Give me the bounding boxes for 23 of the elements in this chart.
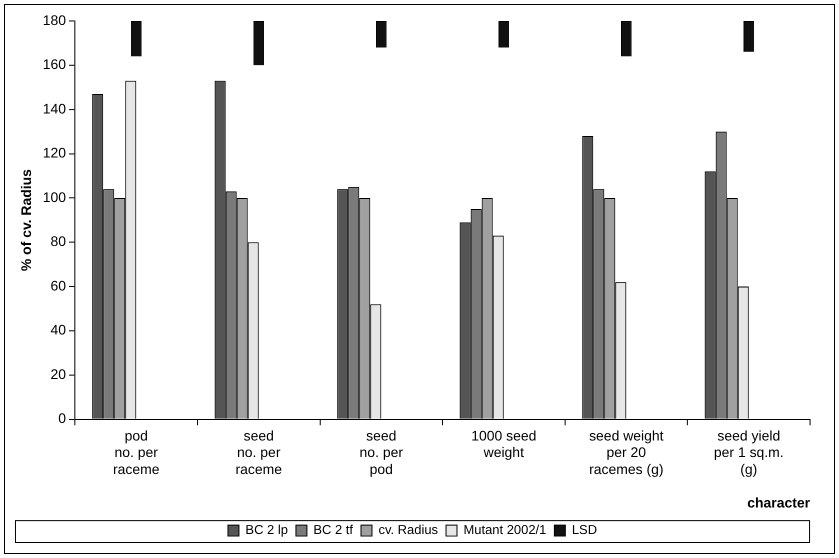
y-tick-label: 100 xyxy=(42,188,66,205)
x-tick-label: seed no. per pod xyxy=(360,427,404,477)
legend-label: cv. Radius xyxy=(378,522,439,538)
x-tick-label: 1000 seed weight xyxy=(471,427,536,460)
legend-label: BC 2 tf xyxy=(313,522,354,538)
x-tick-label: seed weight per 20 racemes (g) xyxy=(589,427,664,477)
x-axis-title: character xyxy=(747,494,811,511)
y-tick-label: 40 xyxy=(50,322,66,338)
y-tick-label: 20 xyxy=(50,366,66,382)
y-tick-label: 120 xyxy=(42,144,66,161)
x-tick-label: seed yield per 1 sq.m. (g) xyxy=(714,427,784,477)
y-axis-title: % of cv. Radius xyxy=(18,168,34,272)
y-tick-label: 160 xyxy=(42,56,66,72)
legend-label: LSD xyxy=(572,522,598,538)
y-tick-label: 0 xyxy=(58,410,66,426)
y-tick-label: 60 xyxy=(50,277,66,294)
y-tick-label: 80 xyxy=(50,233,66,250)
y-tick-label: 180 xyxy=(42,12,66,28)
legend-label: BC 2 lp xyxy=(245,522,288,538)
x-tick-label: seed no. per raceme xyxy=(236,427,282,477)
legend-label: Mutant 2002/1 xyxy=(463,522,546,538)
x-tick-label: pod no. per raceme xyxy=(112,427,160,477)
y-tick-label: 140 xyxy=(42,100,66,116)
